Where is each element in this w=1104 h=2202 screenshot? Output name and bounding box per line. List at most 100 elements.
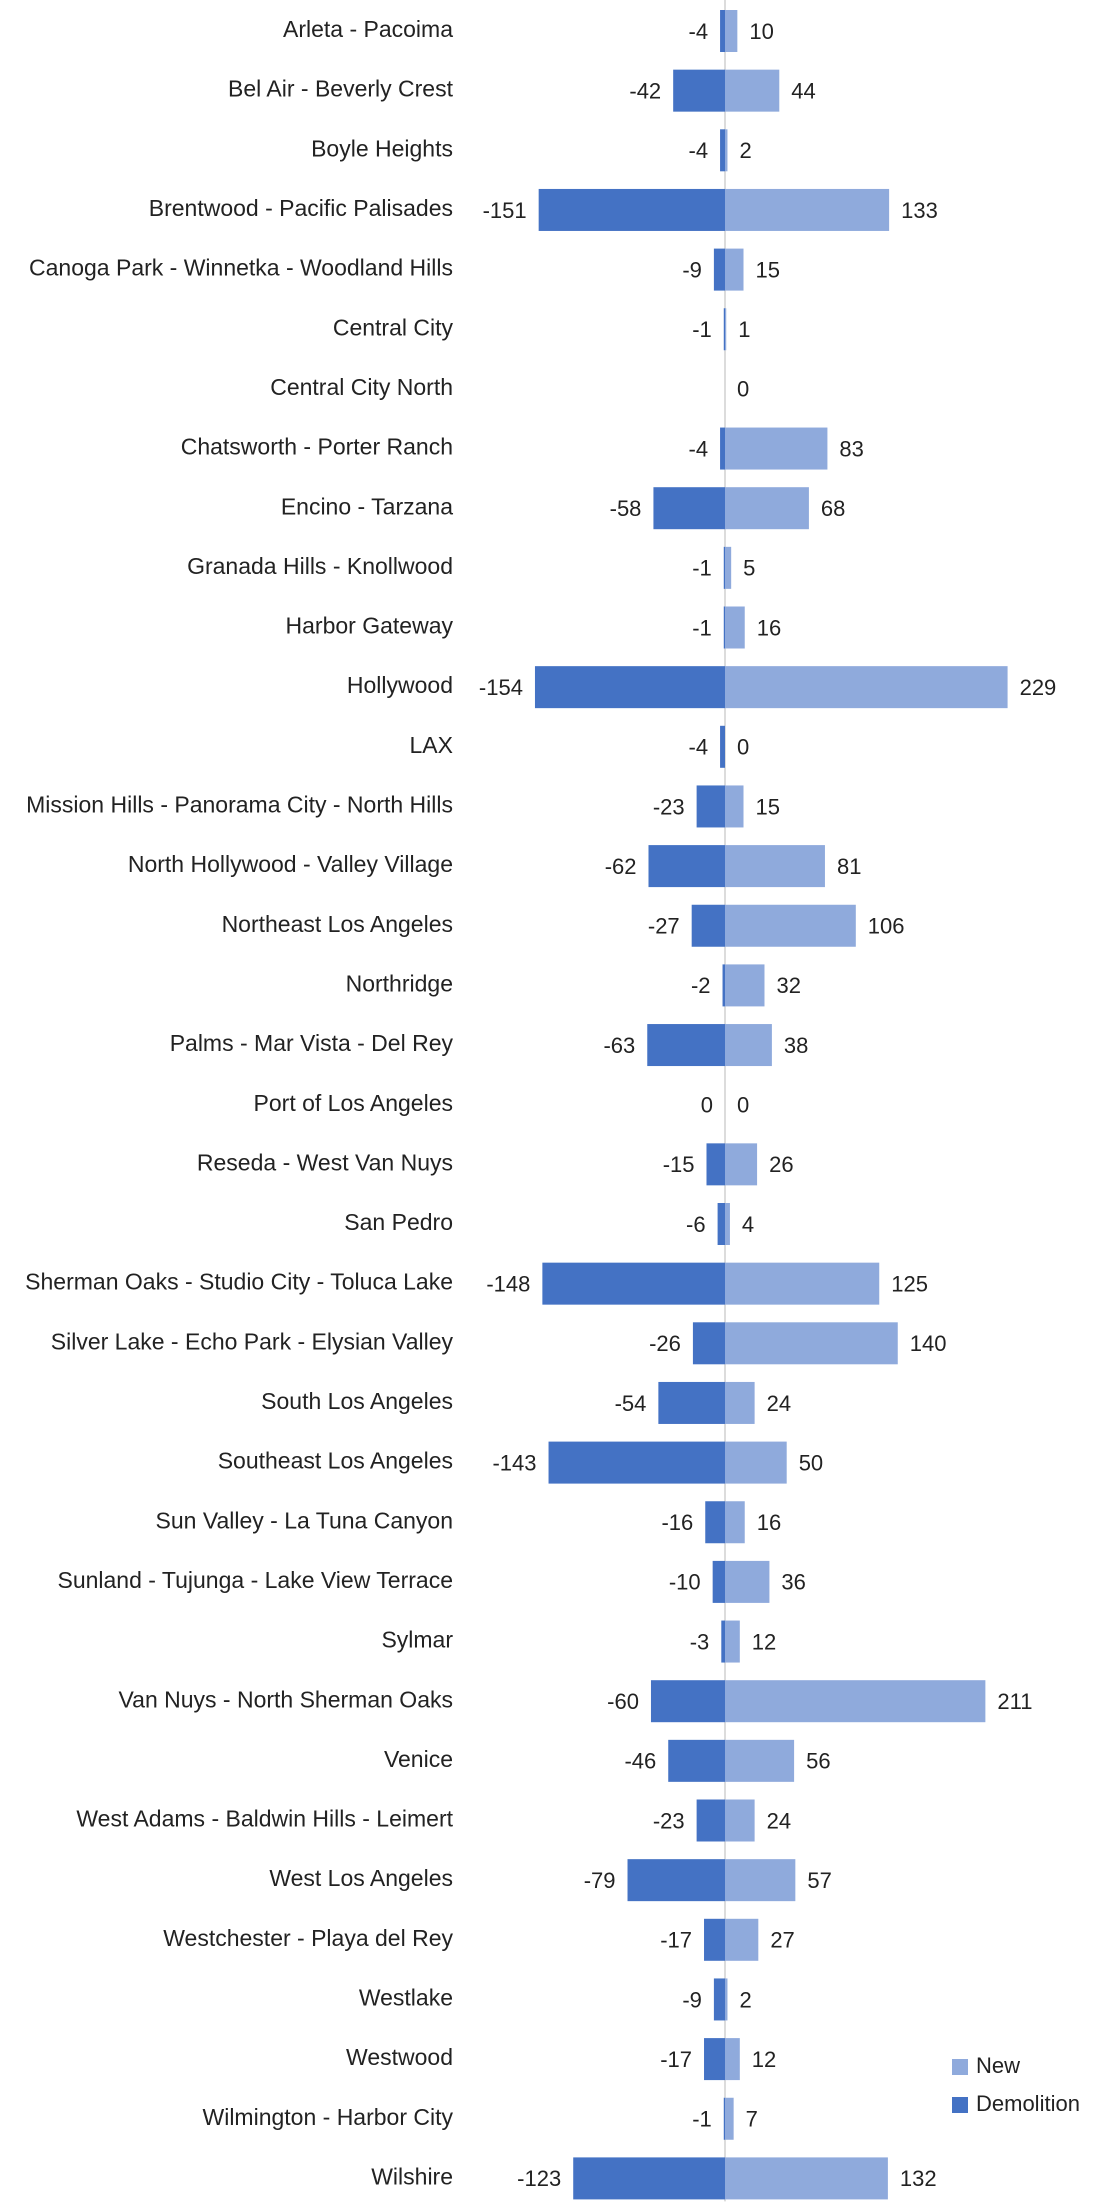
bar bbox=[725, 666, 1008, 709]
data-label: 56 bbox=[806, 1749, 830, 1774]
data-label: -123 bbox=[517, 2166, 561, 2191]
data-label: 12 bbox=[752, 2047, 776, 2072]
bar bbox=[725, 2038, 740, 2081]
category-label: Sherman Oaks - Studio City - Toluca Lake bbox=[25, 1269, 453, 1295]
category-label: Venice bbox=[384, 1746, 453, 1772]
category-label: Van Nuys - North Sherman Oaks bbox=[119, 1686, 453, 1712]
data-label: -4 bbox=[689, 138, 709, 163]
data-label: 0 bbox=[701, 1093, 713, 1118]
bar bbox=[725, 2157, 888, 2200]
legend-swatch bbox=[952, 2059, 968, 2075]
bar bbox=[548, 1441, 725, 1484]
data-label: -1 bbox=[692, 556, 712, 581]
data-label: -148 bbox=[486, 1271, 530, 1296]
data-label: -1 bbox=[692, 615, 712, 640]
bar bbox=[705, 1501, 725, 1544]
bar bbox=[723, 546, 725, 589]
bar bbox=[725, 1322, 898, 1365]
bar bbox=[725, 1143, 758, 1186]
bar bbox=[627, 1859, 725, 1902]
data-label: -17 bbox=[660, 1928, 692, 1953]
legend-label: New bbox=[976, 2053, 1020, 2078]
bar bbox=[723, 2097, 725, 2140]
bar bbox=[725, 1799, 755, 1842]
data-label: -79 bbox=[584, 1868, 616, 1893]
data-label: -17 bbox=[660, 2047, 692, 2072]
data-label: 10 bbox=[749, 19, 773, 44]
data-label: -10 bbox=[669, 1570, 701, 1595]
data-label: -9 bbox=[682, 257, 702, 282]
category-label: West Los Angeles bbox=[269, 1865, 453, 1891]
bar bbox=[696, 785, 725, 828]
data-label: 0 bbox=[737, 377, 749, 402]
data-label: 83 bbox=[839, 436, 863, 461]
data-label: 140 bbox=[910, 1331, 947, 1356]
data-label: 2 bbox=[739, 1987, 751, 2012]
bar bbox=[538, 188, 725, 231]
bar bbox=[725, 1441, 787, 1484]
bar bbox=[725, 129, 728, 172]
data-label: 24 bbox=[767, 1808, 791, 1833]
category-label: Canoga Park - Winnetka - Woodland Hills bbox=[29, 255, 453, 281]
bar bbox=[725, 1918, 759, 1961]
bar bbox=[725, 1203, 730, 1245]
data-label: 15 bbox=[756, 257, 780, 282]
bar bbox=[725, 1680, 986, 1723]
data-label: -9 bbox=[682, 1987, 702, 2012]
bar bbox=[725, 1381, 755, 1424]
category-label: Westchester - Playa del Rey bbox=[163, 1925, 453, 1951]
category-label: Palms - Mar Vista - Del Rey bbox=[170, 1030, 454, 1056]
category-label: West Adams - Baldwin Hills - Leimert bbox=[76, 1806, 453, 1832]
data-label: -154 bbox=[479, 675, 523, 700]
data-label: -1 bbox=[692, 317, 712, 342]
bar bbox=[668, 1739, 725, 1782]
bar bbox=[725, 1739, 795, 1782]
data-label: 16 bbox=[757, 615, 781, 640]
category-label: Bel Air - Beverly Crest bbox=[228, 76, 454, 102]
category-label: Reseda - West Van Nuys bbox=[197, 1149, 453, 1175]
data-label: 133 bbox=[901, 198, 938, 223]
category-label: Northridge bbox=[346, 970, 453, 996]
data-label: -3 bbox=[690, 1629, 710, 1654]
data-label: 27 bbox=[770, 1928, 794, 1953]
data-label: -42 bbox=[629, 78, 661, 103]
bar bbox=[725, 2097, 734, 2140]
bar bbox=[658, 1381, 725, 1424]
data-label: 38 bbox=[784, 1033, 808, 1058]
data-label: 5 bbox=[743, 556, 755, 581]
bar bbox=[725, 606, 745, 649]
data-label: -4 bbox=[689, 436, 709, 461]
data-label: -46 bbox=[624, 1749, 656, 1774]
category-label: Wilmington - Harbor City bbox=[203, 2104, 454, 2130]
category-label: Brentwood - Pacific Palisades bbox=[149, 195, 453, 221]
data-label: -15 bbox=[663, 1152, 695, 1177]
category-label: Arleta - Pacoima bbox=[283, 16, 453, 42]
bar bbox=[725, 1560, 770, 1603]
category-label: Encino - Tarzana bbox=[281, 493, 453, 519]
bar bbox=[648, 845, 725, 888]
data-label: 32 bbox=[776, 973, 800, 998]
bar bbox=[725, 487, 809, 530]
data-label: 44 bbox=[791, 78, 815, 103]
category-label: Central City bbox=[333, 314, 454, 340]
category-label: Westwood bbox=[346, 2044, 453, 2070]
bar bbox=[725, 10, 738, 52]
bar bbox=[704, 1918, 725, 1961]
data-label: -16 bbox=[661, 1510, 693, 1535]
bar bbox=[712, 1560, 725, 1603]
bar bbox=[725, 785, 744, 828]
category-label: Boyle Heights bbox=[311, 135, 453, 161]
category-label: Westlake bbox=[359, 1985, 453, 2011]
bar bbox=[725, 308, 727, 351]
bar bbox=[691, 904, 725, 947]
data-label: -4 bbox=[689, 19, 709, 44]
bar bbox=[725, 1262, 880, 1305]
legend-label: Demolition bbox=[976, 2091, 1080, 2116]
data-label: 7 bbox=[746, 2107, 758, 2132]
data-label: -63 bbox=[603, 1033, 635, 1058]
bar bbox=[647, 1024, 725, 1067]
data-label: 125 bbox=[891, 1271, 928, 1296]
data-label: -1 bbox=[692, 2107, 712, 2132]
category-label: Harbor Gateway bbox=[286, 613, 454, 639]
data-label: 50 bbox=[799, 1450, 823, 1475]
